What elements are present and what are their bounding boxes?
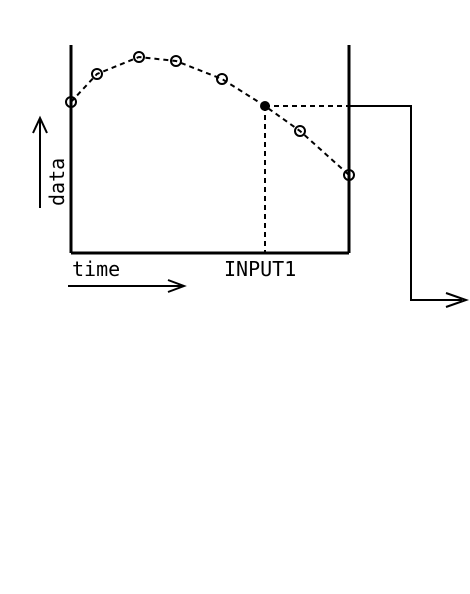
data-curve bbox=[70, 55, 350, 176]
y-axis-arrowhead-icon bbox=[32, 115, 48, 134]
y-axis-label: data bbox=[45, 158, 69, 206]
input-label: INPUT1 bbox=[224, 257, 296, 281]
output-arrowhead-icon bbox=[445, 292, 470, 308]
sample-point bbox=[133, 51, 145, 63]
sample-point bbox=[216, 73, 228, 85]
output-connector bbox=[349, 105, 462, 301]
x-axis-arrowhead-icon bbox=[167, 279, 187, 293]
sample-markers bbox=[65, 51, 355, 181]
sample-point bbox=[65, 96, 77, 108]
x-axis-label: time bbox=[72, 257, 120, 281]
sample-point bbox=[294, 125, 306, 137]
sample-point bbox=[170, 55, 182, 67]
sample-point bbox=[91, 68, 103, 80]
sample-point bbox=[343, 169, 355, 181]
